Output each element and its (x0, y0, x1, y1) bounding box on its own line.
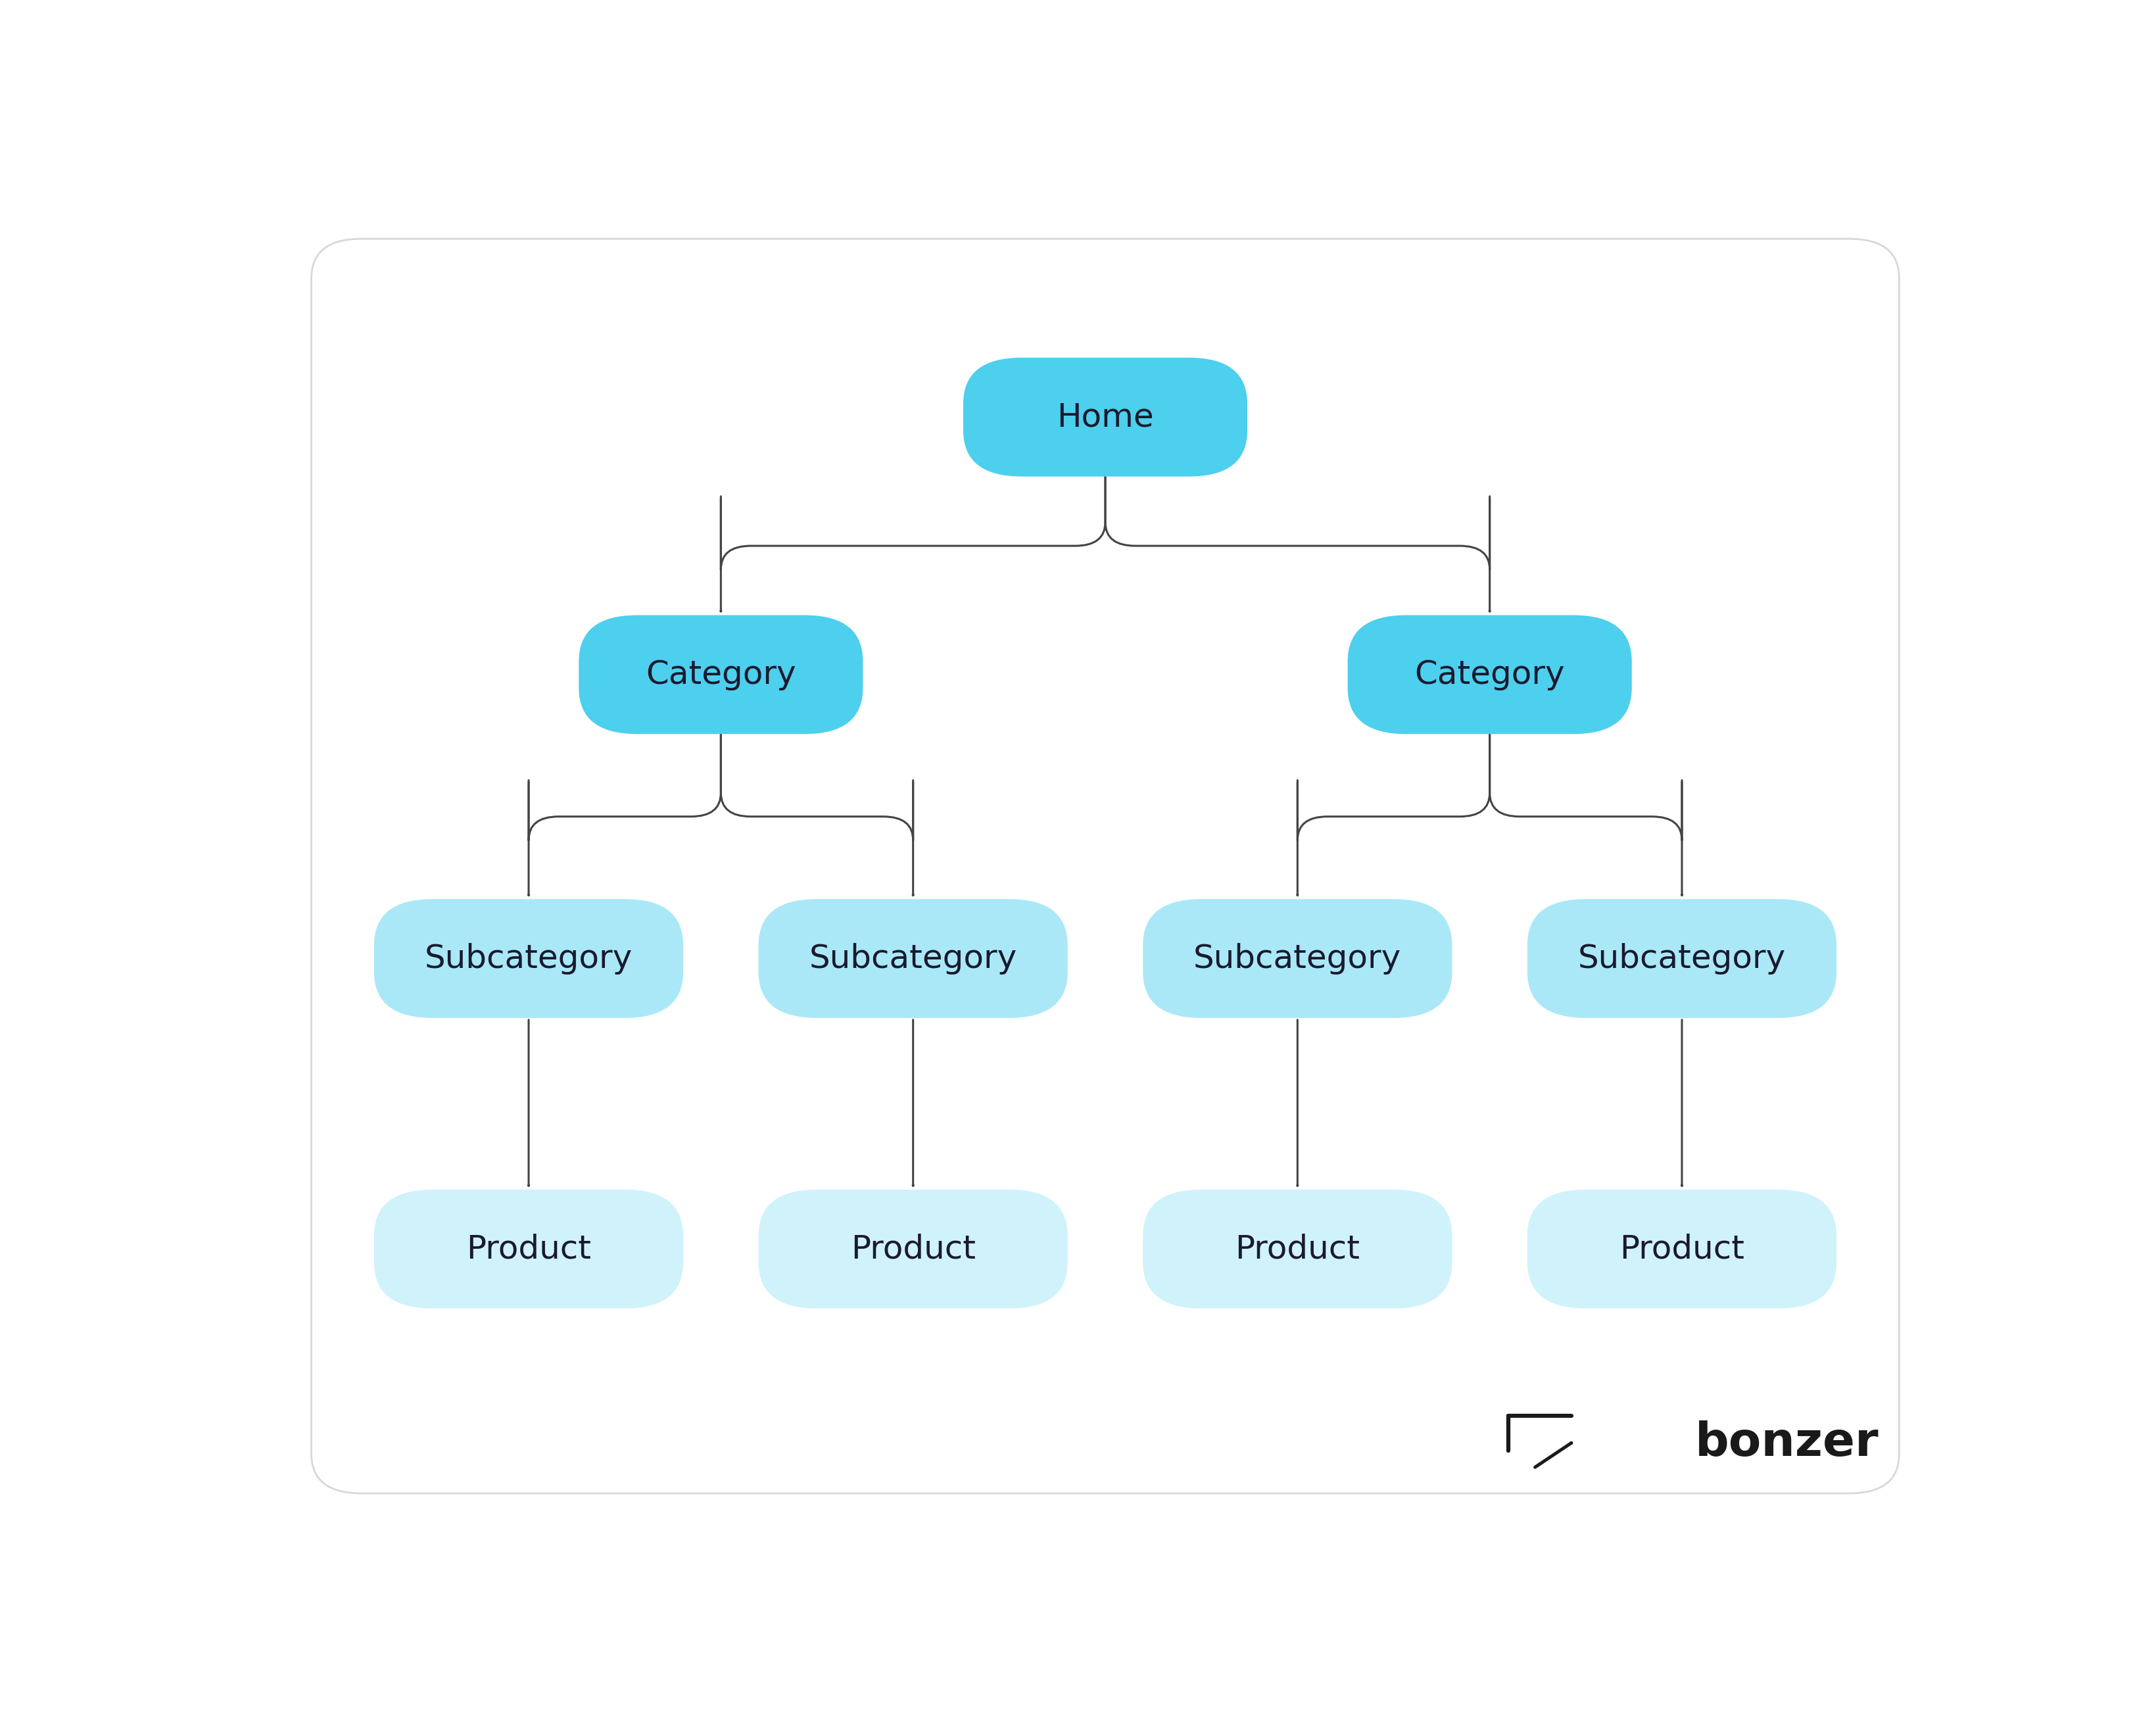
Text: bonzer: bonzer (1695, 1420, 1878, 1466)
FancyBboxPatch shape (1348, 616, 1632, 734)
FancyBboxPatch shape (578, 616, 862, 734)
Text: Home: Home (1056, 401, 1153, 432)
Text: Product: Product (1235, 1233, 1360, 1266)
FancyBboxPatch shape (1143, 899, 1451, 1019)
FancyBboxPatch shape (1526, 899, 1837, 1019)
FancyBboxPatch shape (373, 1190, 683, 1309)
Text: Product: Product (466, 1233, 591, 1266)
Text: Product: Product (849, 1233, 975, 1266)
FancyBboxPatch shape (1526, 1190, 1837, 1309)
Text: Subcategory: Subcategory (1578, 943, 1785, 974)
Text: Subcategory: Subcategory (1192, 943, 1401, 974)
Text: Subcategory: Subcategory (808, 943, 1018, 974)
Text: Category: Category (645, 659, 796, 691)
Text: Subcategory: Subcategory (425, 943, 632, 974)
Text: Product: Product (1619, 1233, 1744, 1266)
FancyBboxPatch shape (964, 358, 1246, 477)
FancyBboxPatch shape (759, 899, 1067, 1019)
FancyBboxPatch shape (310, 238, 1899, 1494)
FancyBboxPatch shape (373, 899, 683, 1019)
Text: Category: Category (1414, 659, 1565, 691)
FancyBboxPatch shape (759, 1190, 1067, 1309)
FancyBboxPatch shape (1143, 1190, 1451, 1309)
